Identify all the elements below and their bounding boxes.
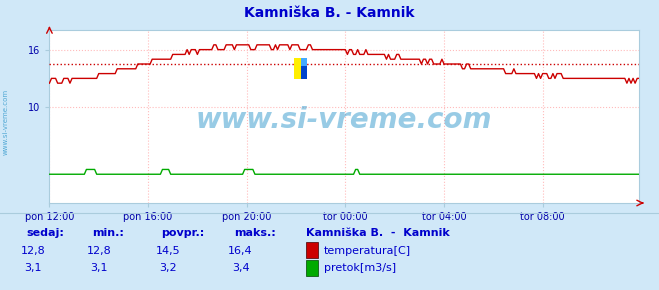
Text: 16,4: 16,4 <box>228 246 253 256</box>
Text: www.si-vreme.com: www.si-vreme.com <box>2 89 9 155</box>
Bar <box>301 66 307 79</box>
Text: 14,5: 14,5 <box>156 246 181 256</box>
Text: min.:: min.: <box>92 229 124 238</box>
Text: temperatura[C]: temperatura[C] <box>324 246 411 256</box>
Text: Kamniška B.  -  Kamnik: Kamniška B. - Kamnik <box>306 229 450 238</box>
Text: pretok[m3/s]: pretok[m3/s] <box>324 263 395 273</box>
Text: 3,4: 3,4 <box>232 263 249 273</box>
Text: 12,8: 12,8 <box>20 246 45 256</box>
Text: 3,1: 3,1 <box>24 263 42 273</box>
Text: 3,2: 3,2 <box>159 263 177 273</box>
Bar <box>294 58 301 79</box>
Text: sedaj:: sedaj: <box>26 229 64 238</box>
Text: 12,8: 12,8 <box>86 246 111 256</box>
Bar <box>301 58 307 66</box>
Text: 3,1: 3,1 <box>90 263 107 273</box>
Text: www.si-vreme.com: www.si-vreme.com <box>196 106 492 134</box>
Text: Kamniška B. - Kamnik: Kamniška B. - Kamnik <box>244 6 415 20</box>
Text: povpr.:: povpr.: <box>161 229 205 238</box>
Text: maks.:: maks.: <box>234 229 275 238</box>
